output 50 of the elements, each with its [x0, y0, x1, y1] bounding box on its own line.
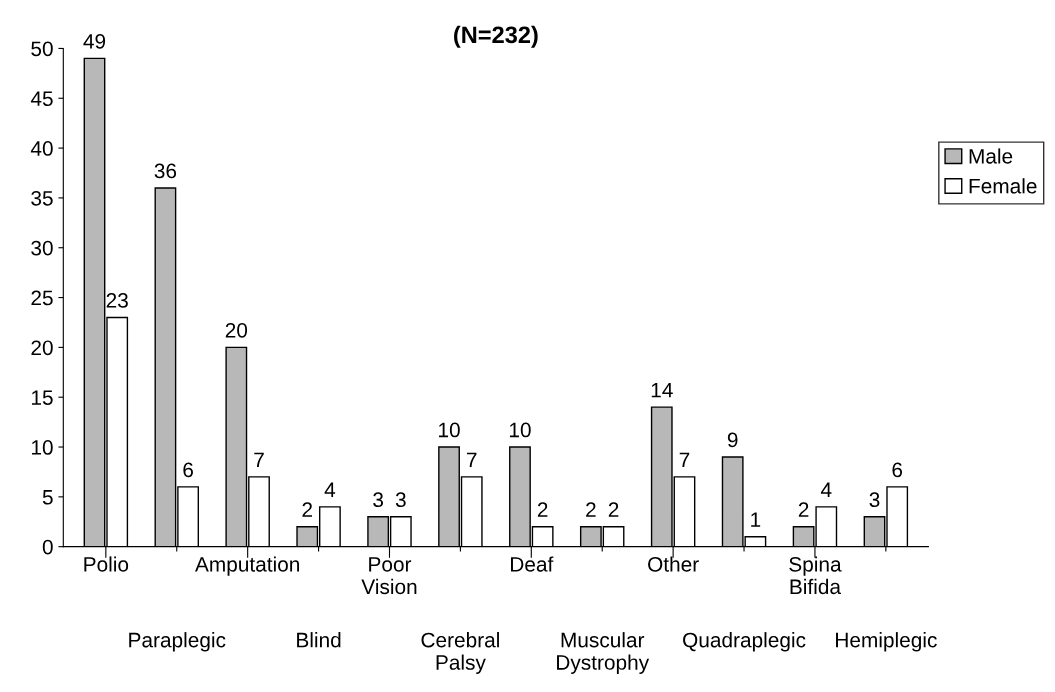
data-label: 2 — [608, 502, 619, 517]
data-label: 7 — [679, 452, 690, 468]
y-tick-label: 10 — [32, 440, 53, 455]
y-tick-label: 50 — [31, 41, 53, 57]
x-tick-label: Polio — [84, 556, 129, 572]
data-label: 7 — [467, 452, 477, 468]
x-tick-label: Hemiplegic — [836, 632, 937, 652]
data-label: 4 — [820, 482, 832, 497]
y-tick-label: 20 — [31, 340, 53, 356]
y-tick-label: 25 — [31, 290, 53, 306]
y-tick-label: 5 — [42, 490, 53, 505]
data-label: 3 — [395, 492, 406, 508]
x-tick-label: Other — [648, 556, 699, 572]
data-label: 3 — [869, 492, 880, 508]
x-tick-label: Cerebral Palsy — [421, 632, 499, 674]
data-label: 14 — [651, 382, 673, 398]
x-tick-label: Poor Vision — [361, 557, 417, 595]
y-tick-label: 15 — [32, 390, 53, 405]
data-label: 2 — [798, 502, 809, 517]
data-label: 6 — [892, 462, 903, 478]
data-label: 2 — [302, 502, 312, 517]
data-label: 49 — [83, 33, 106, 49]
x-tick-label: Amputation — [195, 556, 300, 576]
legend-label: Male — [969, 148, 1013, 164]
data-label: 9 — [727, 432, 738, 448]
data-label: 20 — [225, 322, 248, 338]
data-label: 3 — [373, 492, 384, 508]
x-tick-label: Quadraplegic — [683, 632, 806, 652]
x-tick-label: Deaf — [511, 556, 554, 572]
data-label: 4 — [324, 482, 336, 497]
data-label: 6 — [183, 462, 193, 478]
x-tick-label: Spina Bifida — [789, 556, 842, 595]
x-tick-label: Blind — [297, 632, 341, 648]
data-label: 10 — [439, 422, 460, 438]
data-label: 2 — [586, 502, 596, 517]
data-label: 23 — [106, 293, 128, 308]
data-label: 7 — [254, 452, 264, 468]
y-tick-label: 30 — [31, 240, 53, 256]
data-label: 2 — [537, 502, 548, 517]
x-tick-label: Paraplegic — [129, 632, 226, 652]
data-label: 1 — [751, 512, 761, 527]
y-tick-label: 45 — [30, 91, 53, 107]
y-tick-label: 40 — [30, 141, 53, 156]
data-label: 10 — [509, 422, 531, 438]
data-label: 36 — [154, 163, 177, 179]
legend-label: Female — [969, 178, 1037, 194]
chart-title: (N=232) — [454, 25, 538, 48]
y-tick-label: 35 — [31, 190, 53, 206]
x-tick-label: Muscular Dystrophy — [557, 632, 650, 674]
y-tick-label: 0 — [42, 539, 53, 555]
